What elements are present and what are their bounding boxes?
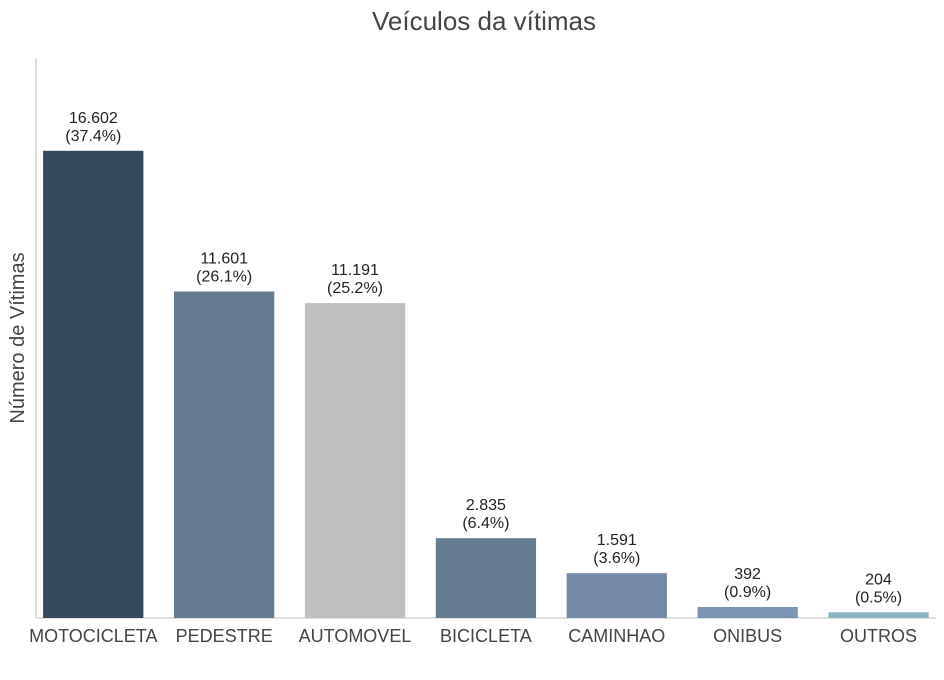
percent-label-bicicleta: (6.4%) (462, 515, 509, 532)
x-tick-label-caminhao: CAMINHAO (568, 626, 665, 646)
bar-motocicleta (43, 150, 144, 619)
y-axis-label: Número de Vítimas (7, 252, 29, 423)
bar-automovel (304, 303, 406, 618)
value-label-caminhao: 1.591 (597, 532, 637, 549)
value-label-outros: 204 (865, 571, 892, 588)
percent-label-outros: (0.5%) (855, 589, 902, 606)
bars-group (43, 150, 929, 619)
percent-label-caminhao: (3.6%) (593, 550, 640, 567)
x-tick-label-onibus: ONIBUS (713, 626, 782, 646)
x-tick-labels-group: MOTOCICLETA PEDESTRE AUTOMOVEL BICICLETA CAM… (29, 626, 917, 646)
x-tick-label-pedestre: PEDESTRE (176, 626, 273, 646)
value-label-pedestre: 11.601 (200, 251, 248, 268)
value-label-motocicleta: 16.602 (69, 110, 118, 127)
bar-outros (828, 612, 929, 618)
bar-onibus (697, 607, 798, 618)
percent-label-motocicleta: (37.4%) (65, 128, 121, 145)
x-tick-label-automovel: AUTOMOVEL (299, 626, 412, 646)
bar-bicicleta (435, 538, 537, 618)
percent-label-pedestre: (26.1%) (196, 269, 252, 286)
x-tick-label-outros: OUTROS (840, 626, 917, 646)
percent-label-automovel: (25.2%) (327, 280, 383, 297)
x-tick-label-motocicleta: MOTOCICLETA (29, 626, 157, 646)
value-label-bicicleta: 2.835 (466, 497, 506, 514)
value-label-automovel: 11.191 (331, 262, 379, 279)
chart-title: Veículos da vítimas (372, 6, 596, 36)
value-label-onibus: 392 (734, 566, 761, 583)
x-tick-label-bicicleta: BICICLETA (440, 626, 532, 646)
bar-pedestre (174, 291, 275, 618)
data-labels-group: 16.602(37.4%) 11.601(26.1%) 11.191(25.2%) 2… (65, 110, 902, 606)
percent-label-onibus: (0.9%) (724, 584, 771, 601)
bar-caminhao (566, 573, 667, 618)
